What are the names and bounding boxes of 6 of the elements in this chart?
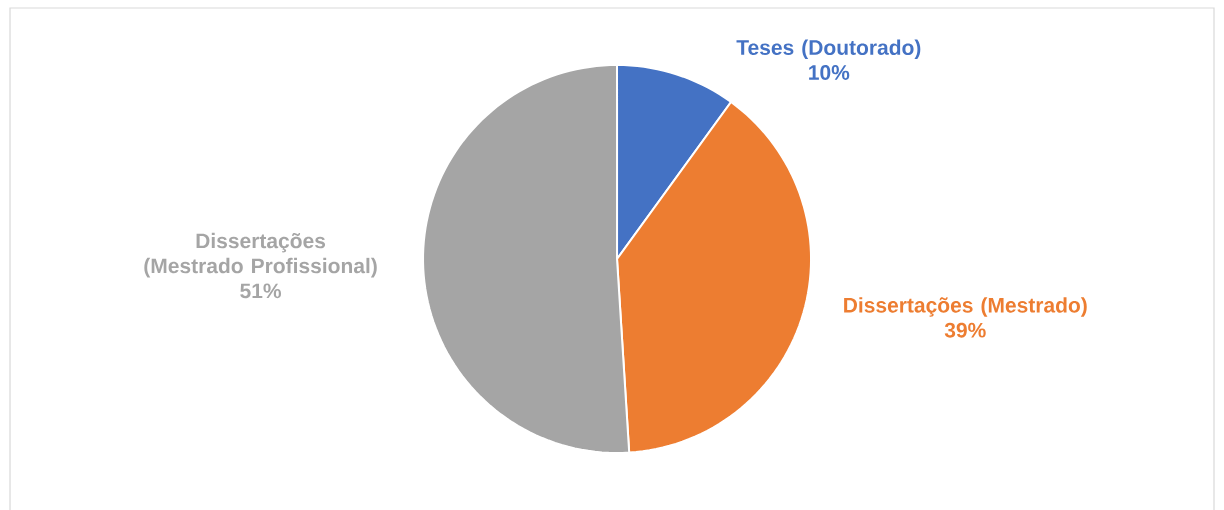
slice-label: Teses (Doutorado) [736, 39, 921, 60]
data-label: 10% [809, 65, 850, 80]
data-label: 51% [240, 283, 282, 299]
slice-label: Dissertações (Mestrado Profissional) [144, 232, 377, 278]
slice-label: Dissertações (Mestrado) [844, 297, 1087, 317]
data-label: 39% [944, 322, 986, 338]
